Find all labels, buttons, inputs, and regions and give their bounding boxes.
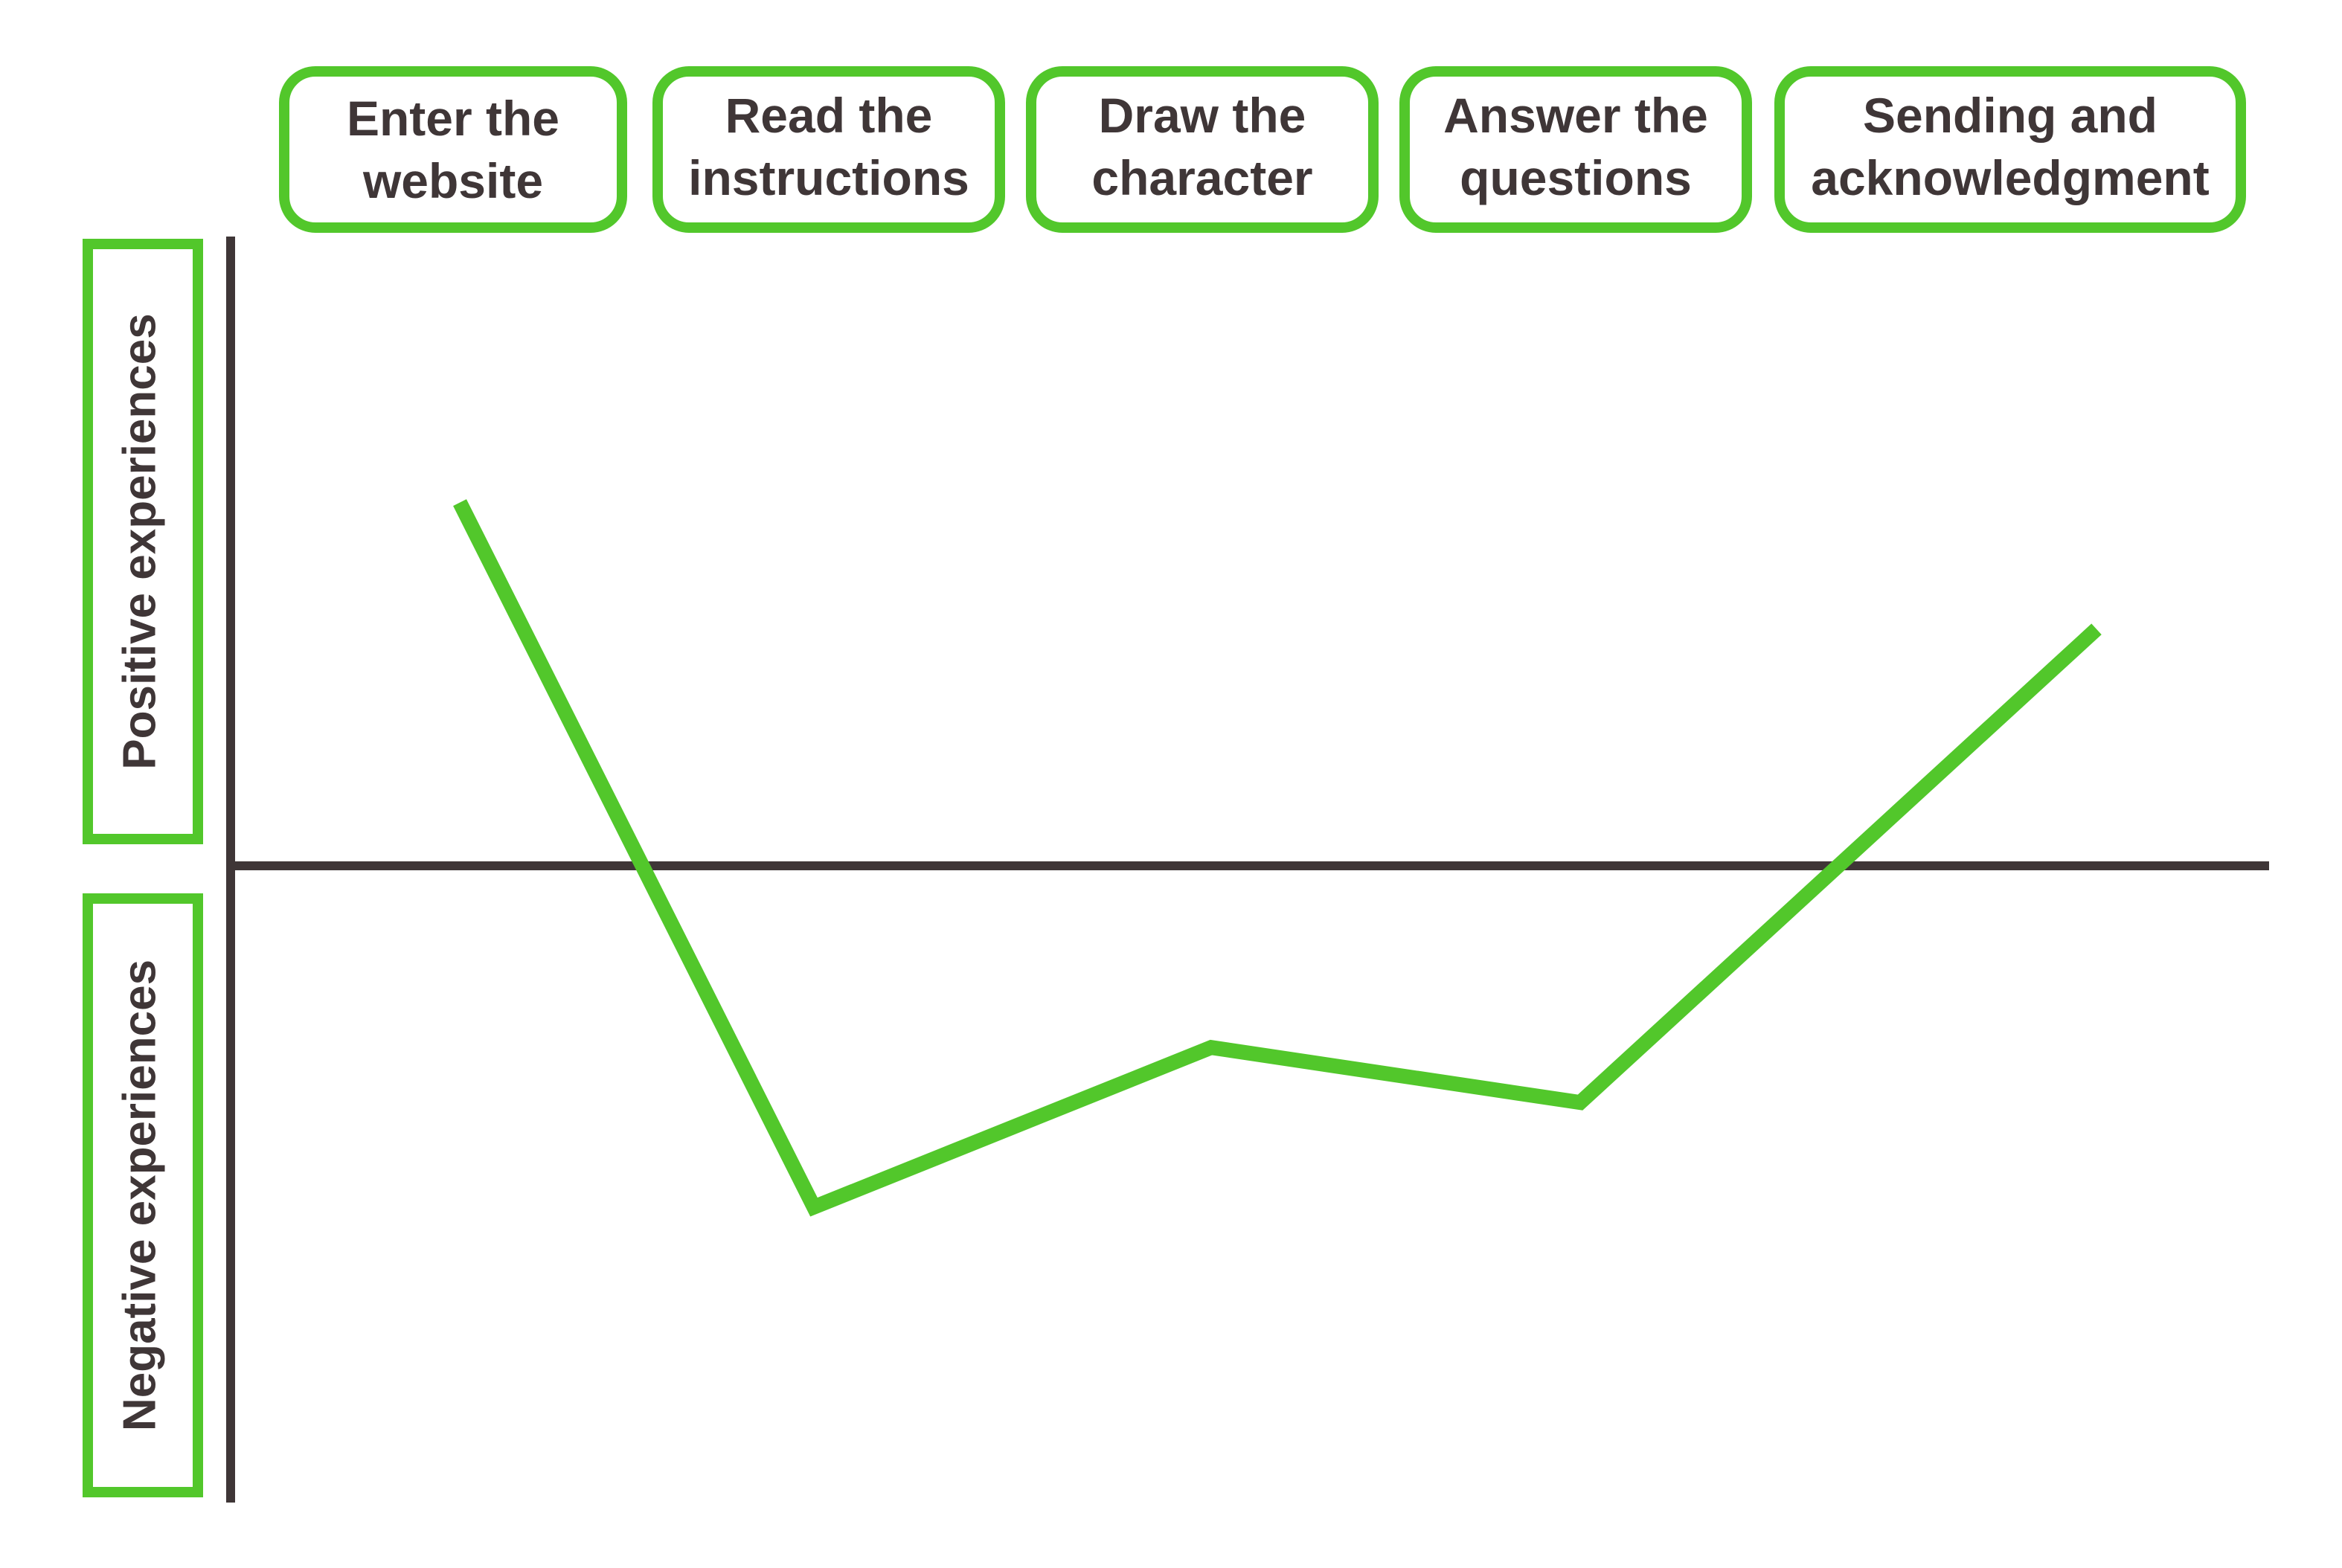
stage-box [652,66,1005,233]
stage-label-line1: Sending and [1863,88,2157,143]
side-labels: Positive experiences Negative experience… [83,239,203,1497]
stage-label-line2: acknowledgment [1811,150,2209,205]
stage-label-line2: character [1091,150,1312,205]
positive-label-text: Positive experiences [114,313,165,769]
positive-label-box [83,239,203,844]
negative-label-box [83,893,203,1497]
stage-enter-website: Enter the website [279,66,627,233]
stage-label-line1: Answer the [1443,88,1708,143]
experience-journey-line [453,499,2102,1217]
axes [226,237,2269,1503]
stage-label-line1: Read the [725,88,933,143]
stage-box [1399,66,1752,233]
stage-read-instructions: Read the instructions [652,66,1005,233]
stage-label-line2: website [362,153,543,208]
stage-label-line2: instructions [688,150,969,205]
stage-box [1774,66,2246,233]
stage-sending-acknowledgment: Sending and acknowledgment [1774,66,2246,233]
negative-label-text: Negative experiences [114,960,165,1431]
positive-experiences-label: Positive experiences [83,239,203,844]
stage-box [279,66,627,233]
stage-label-line2: questions [1460,150,1692,205]
stage-box [1026,66,1379,233]
stage-label-line1: Enter the [347,91,559,146]
stage-label-line1: Draw the [1099,88,1306,143]
stage-answer-questions: Answer the questions [1399,66,1752,233]
negative-experiences-label: Negative experiences [83,893,203,1497]
stage-headers: Enter the website Read the instructions … [279,66,2246,233]
stage-draw-character: Draw the character [1026,66,1379,233]
